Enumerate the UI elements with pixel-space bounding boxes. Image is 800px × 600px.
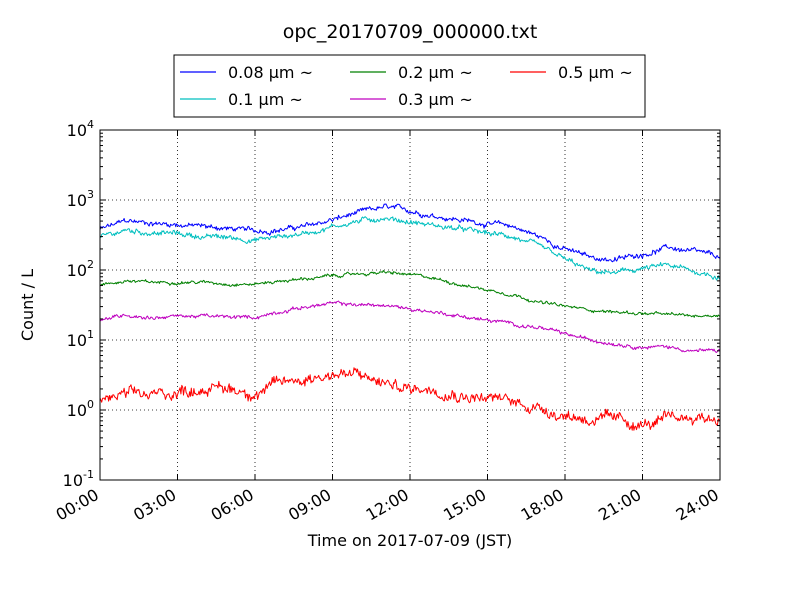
series-line-0.5: [99, 367, 721, 431]
x-tick-label: 03:00: [130, 485, 179, 525]
y-tick-label: 102: [67, 258, 94, 280]
x-tick-label: 09:00: [285, 485, 334, 525]
axes: [99, 129, 721, 481]
x-tick-label: 18:00: [518, 485, 567, 525]
y-axis-label: Count / L: [18, 269, 37, 341]
legend-label-0.2: 0.2 µm ~: [398, 63, 473, 82]
chart-title: opc_20170709_000000.txt: [283, 21, 538, 43]
y-tick-label: 100: [67, 398, 94, 420]
series-line-0.2: [99, 270, 721, 318]
legend: 0.08 µm ~ 0.1 µm ~ 0.2 µm ~ 0.3 µm ~ 0.5 µm …: [173, 54, 646, 118]
legend-label-0.3: 0.3 µm ~: [398, 90, 473, 109]
legend-label-0.1: 0.1 µm ~: [228, 90, 303, 109]
x-tick-label: 24:00: [673, 485, 722, 525]
series-lines: [99, 203, 721, 431]
gridlines: [99, 129, 721, 481]
series-line-0.3: [99, 300, 721, 353]
x-tick-label: 21:00: [595, 485, 644, 525]
legend-label-0.5: 0.5 µm ~: [558, 63, 633, 82]
y-tick-labels: 10-1 100 101 102 103 104: [63, 118, 94, 490]
x-tick-label: 06:00: [208, 485, 257, 525]
legend-box: [173, 54, 646, 118]
y-tick-label: 104: [67, 118, 94, 140]
series-line-0.08: [99, 203, 721, 263]
x-tick-labels: 00:00 03:00 06:00 09:00 12:00 15:00 18:00 21:00…: [53, 485, 722, 525]
y-tick-label: 10-1: [63, 468, 94, 490]
x-tick-label: 15:00: [440, 485, 489, 525]
y-tick-label: 103: [67, 188, 94, 210]
legend-label-0.08: 0.08 µm ~: [228, 63, 313, 82]
x-tick-label: 12:00: [363, 485, 412, 525]
series-line-0.1: [99, 216, 721, 281]
x-axis-label: Time on 2017-07-09 (JST): [307, 531, 512, 550]
x-tick-label: 00:00: [53, 485, 102, 525]
y-tick-label: 101: [67, 328, 94, 350]
